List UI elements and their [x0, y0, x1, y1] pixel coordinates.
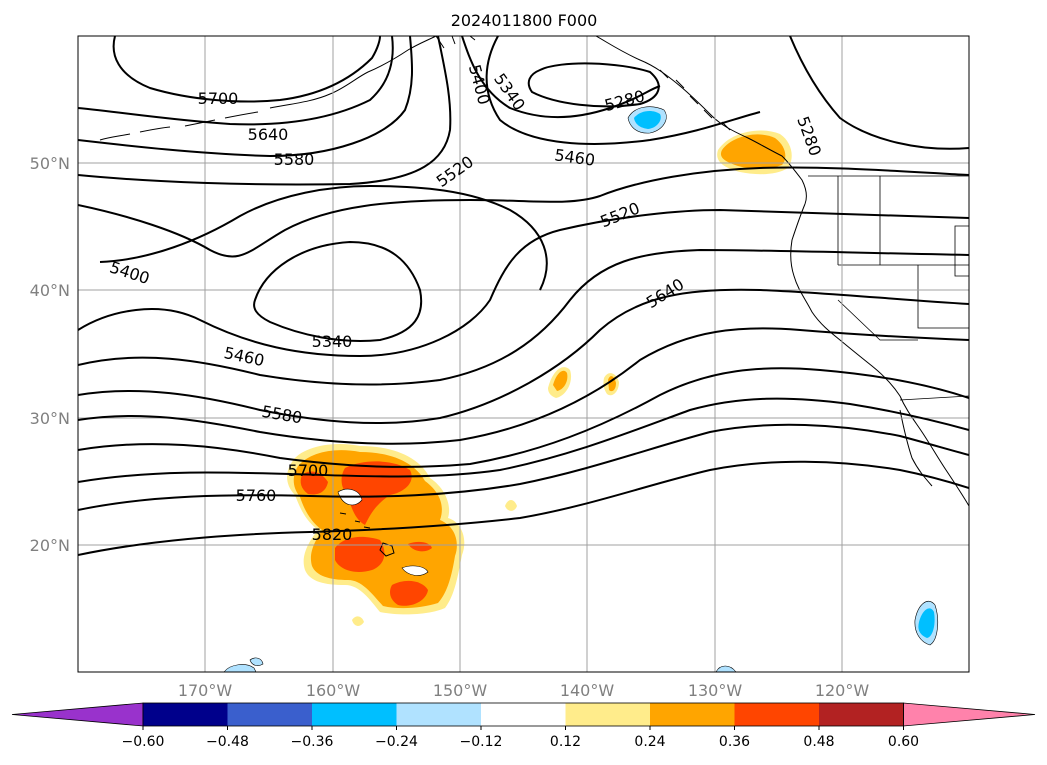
- colorbar-tick-label: 0.60: [888, 734, 919, 750]
- latitude-labels: 50°N 40°N 30°N 20°N: [30, 154, 70, 555]
- longitude-labels: 170°W 160°W 150°W 140°W 130°W 120°W: [178, 681, 870, 700]
- colorbar-segment: [734, 703, 820, 726]
- lat-label: 20°N: [30, 536, 70, 555]
- contour-5460-main: [78, 208, 969, 358]
- colorbar-frame: [142, 702, 904, 727]
- colorbar-segment: [819, 703, 904, 726]
- hole-white-2: [401, 565, 429, 576]
- colorbar-segment: [312, 703, 397, 726]
- lon-label: 130°W: [688, 681, 743, 700]
- lat-label: 30°N: [30, 409, 70, 428]
- shaded-anomaly-regions: [223, 106, 939, 672]
- colorbar-tick-label: 0.24: [634, 734, 665, 750]
- positive-patch-3: [505, 500, 517, 511]
- contour-label: 5580: [274, 150, 315, 169]
- negative-anomaly-mexico: [918, 608, 935, 638]
- positive-anomaly-bc: [720, 134, 786, 169]
- state-border-ca-nv: [837, 299, 918, 341]
- positive-anomaly-red-3: [335, 536, 385, 572]
- contour-5340-closed-low: [253, 240, 423, 342]
- bc-islands: [659, 69, 731, 131]
- plot-frame: [77, 35, 970, 673]
- colorbar-segment: [650, 703, 735, 726]
- negative-anomaly-south-1: [223, 664, 257, 672]
- positive-anomaly-red-4: [390, 580, 428, 606]
- height-contours: [78, 36, 969, 556]
- colorbar-segment: [565, 703, 651, 726]
- aleutian-islands: [99, 111, 259, 141]
- us-west-coast: [790, 203, 969, 507]
- state-borders-sw: [917, 265, 969, 329]
- lon-label: 120°W: [815, 681, 870, 700]
- us-mexico-border: [899, 395, 969, 401]
- political-borders: [808, 175, 969, 401]
- positive-patch-4: [352, 616, 364, 626]
- colorbar-tick-label: −0.36: [291, 734, 334, 750]
- positive-patch: [553, 370, 568, 391]
- hawaii-islands: [339, 512, 371, 529]
- lon-label: 150°W: [433, 681, 488, 700]
- contour-label: 5700: [288, 461, 329, 480]
- contour-label: 5760: [236, 486, 277, 505]
- contour-label: 5640: [248, 125, 289, 144]
- baja-peninsula: [899, 409, 933, 487]
- contour-5820-main: [78, 460, 969, 556]
- colorbar-extend-min: [11, 702, 144, 727]
- figure-title: 2024011800 F000: [451, 11, 598, 30]
- colorbar-segment: [227, 703, 313, 726]
- colorbar-tick-label: −0.12: [460, 734, 503, 750]
- contour-5700-north: [112, 36, 381, 103]
- coastlines: [99, 36, 969, 557]
- contour-label: 5340: [312, 332, 353, 351]
- contour-5280-east: [789, 36, 969, 150]
- lon-label: 140°W: [560, 681, 615, 700]
- positive-anomaly-red-5: [408, 541, 432, 552]
- colorbar-tick-label: 0.36: [719, 734, 750, 750]
- contour-label: 5700: [198, 89, 239, 108]
- positive-anomaly-red-1: [300, 471, 328, 495]
- contour-5580-main: [78, 248, 969, 386]
- contour-label: 5820: [312, 525, 353, 544]
- colorbar: −0.60 −0.48 −0.36 −0.24 −0.12 0.12 0.24 0.36 0.4…: [11, 702, 1036, 750]
- contour-5760-upper: [78, 397, 969, 483]
- contour-5580-north: [78, 36, 414, 158]
- colorbar-segment: [396, 703, 482, 726]
- contour-5760-main: [78, 423, 969, 511]
- colorbar-tick-label: −0.24: [375, 734, 418, 750]
- map-plot-area: 5700 5640 5580 5520 5400 5340 5280 5460 …: [78, 36, 969, 672]
- state-borders-nw: [837, 176, 969, 266]
- lat-label: 50°N: [30, 154, 70, 173]
- colorbar-segment: [481, 703, 566, 726]
- negative-anomaly-gulf: [634, 110, 661, 129]
- colorbar-tick-label: −0.60: [122, 734, 165, 750]
- alaska-coast: [269, 36, 437, 109]
- lon-label: 160°W: [306, 681, 361, 700]
- contour-5520-north: [78, 36, 452, 186]
- colorbar-tick-label: −0.48: [206, 734, 249, 750]
- state-border-small: [954, 225, 969, 277]
- contour-5700-main: [78, 367, 969, 468]
- colorbar-tick-label: 0.48: [803, 734, 834, 750]
- negative-anomaly-south-2: [249, 657, 264, 666]
- contour-5640-north: [78, 36, 394, 126]
- contour-5340-5460: [485, 36, 761, 145]
- lon-label: 170°W: [178, 681, 233, 700]
- colorbar-tick-label: 0.12: [550, 734, 581, 750]
- colorbar-extend-max: [903, 702, 1036, 727]
- graticule: [78, 36, 969, 672]
- lat-label: 40°N: [30, 281, 70, 300]
- contour-5400-north: [461, 36, 661, 119]
- contour-5400-west: [99, 184, 548, 291]
- contour-5280-closed: [527, 62, 660, 108]
- contour-5700-mid: [78, 327, 969, 445]
- colorbar-segment: [143, 703, 228, 726]
- contour-5640-main: [78, 288, 969, 425]
